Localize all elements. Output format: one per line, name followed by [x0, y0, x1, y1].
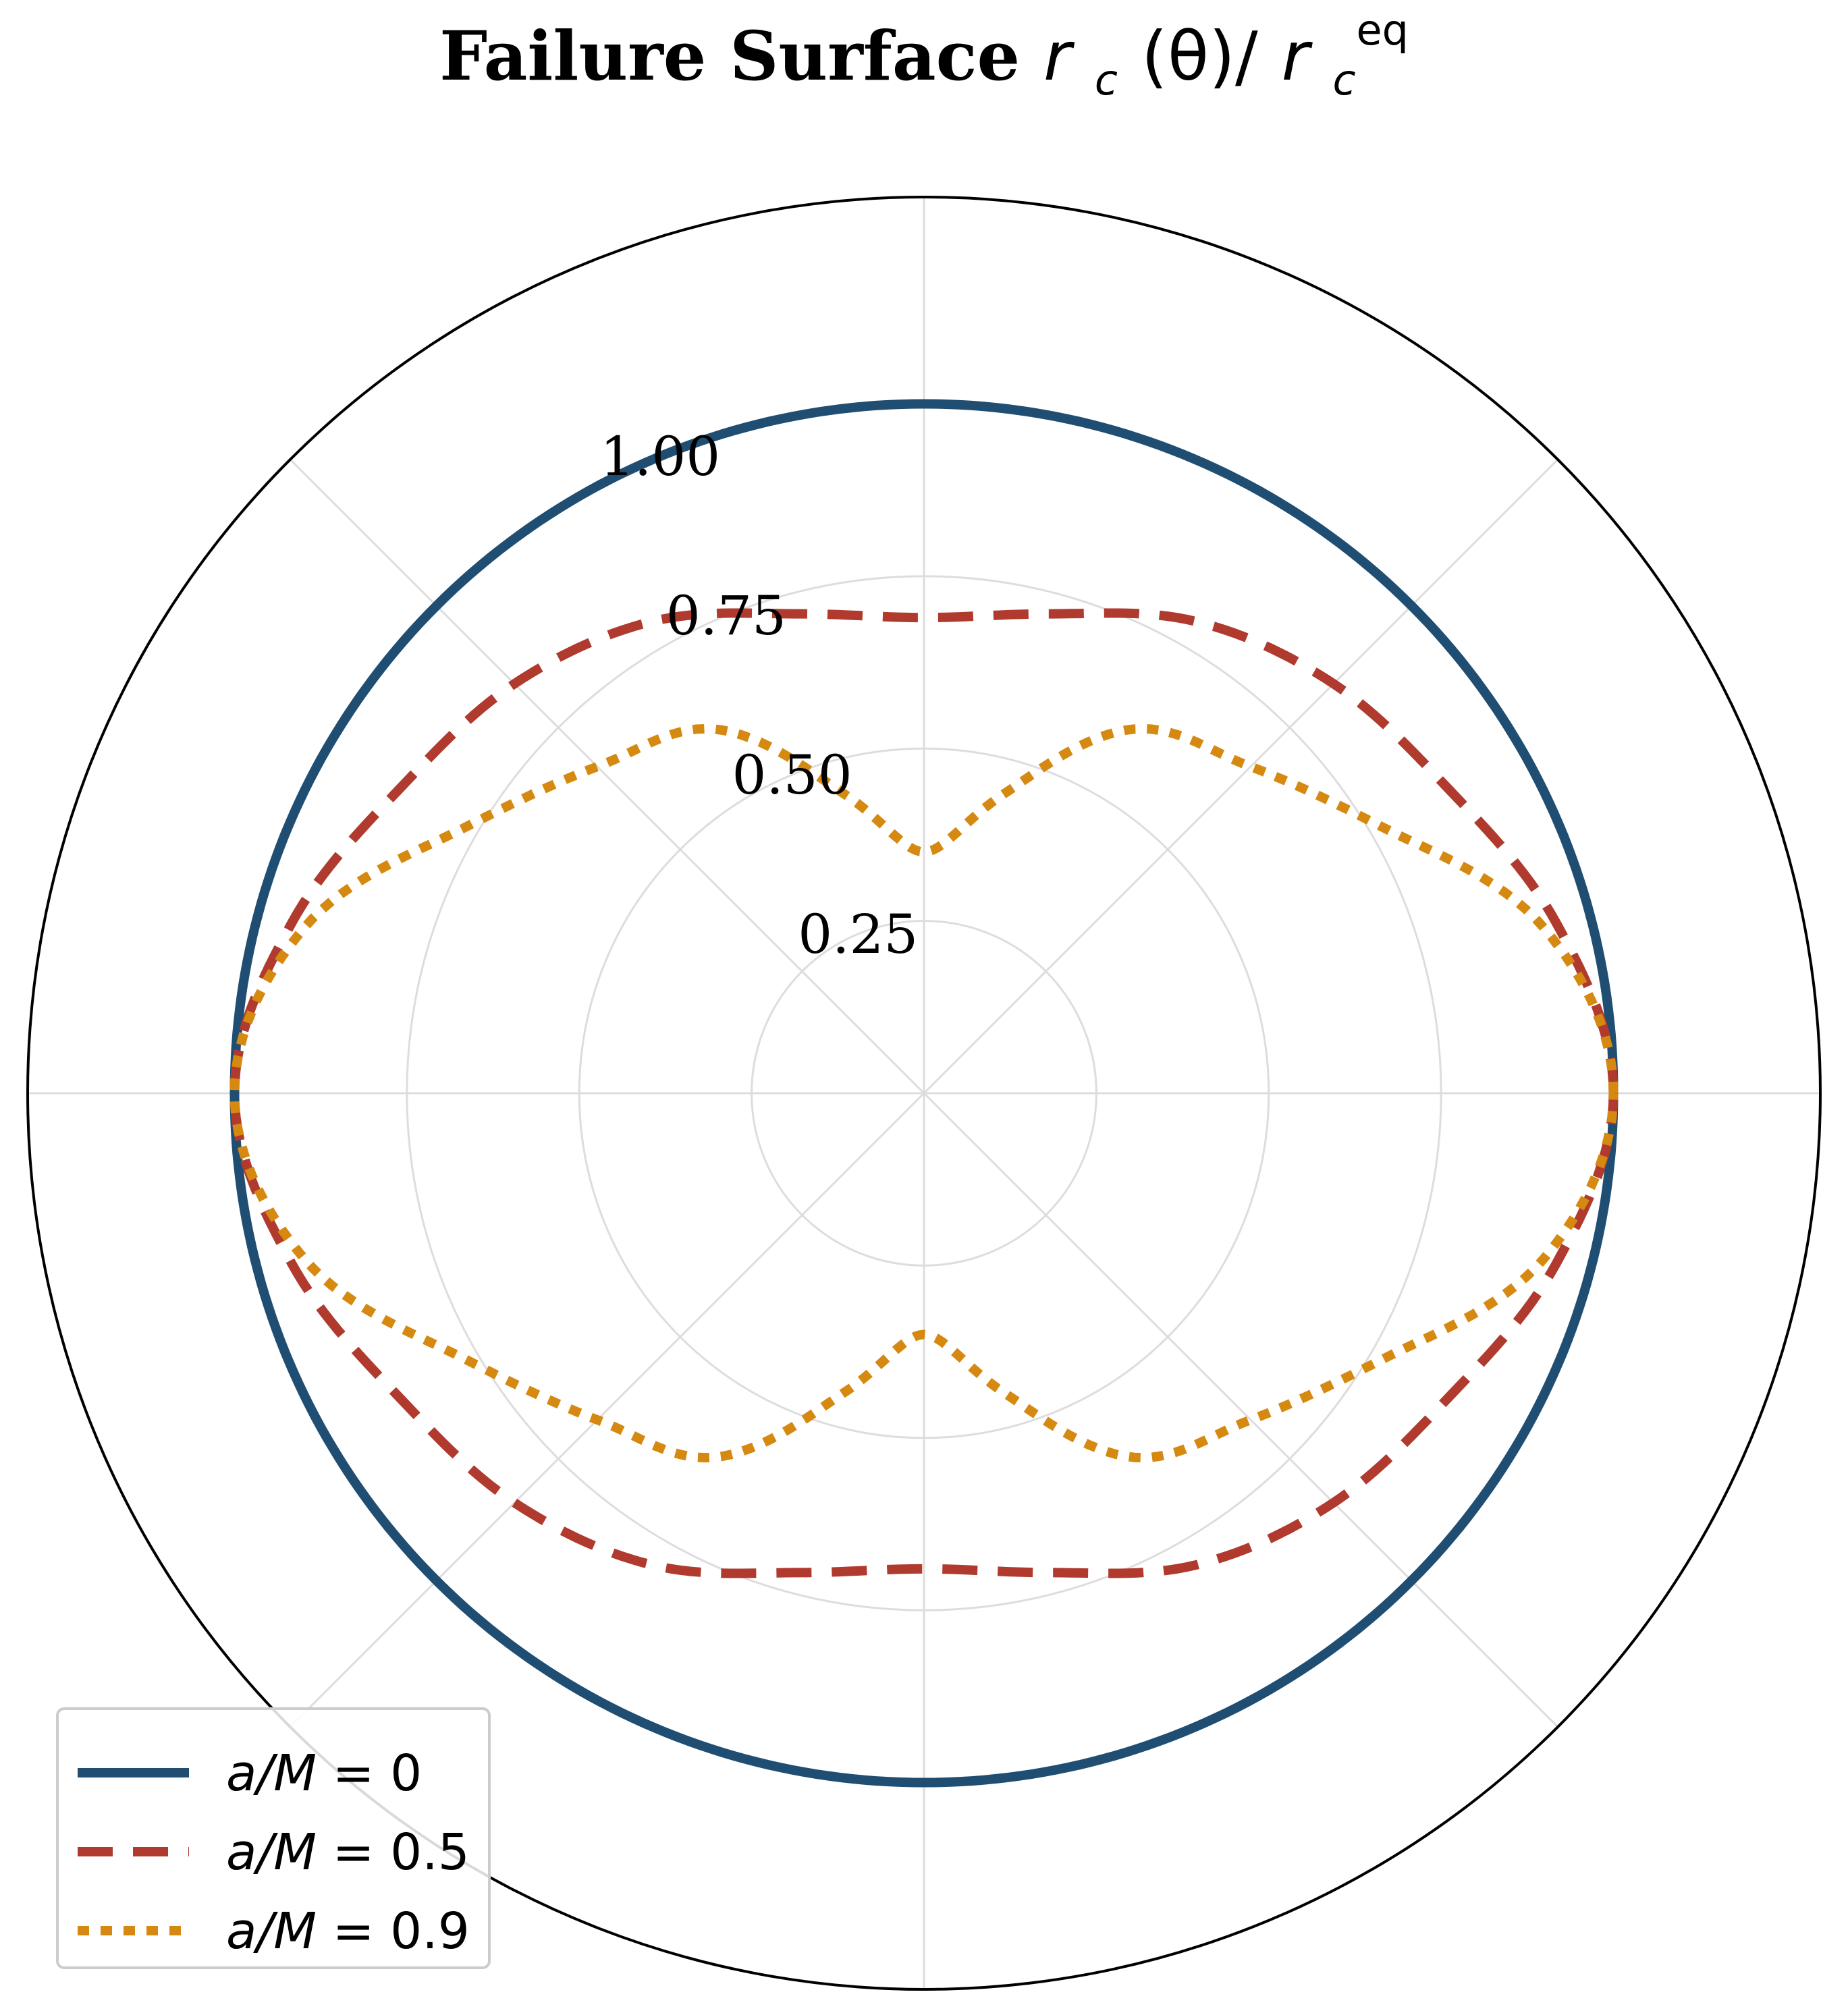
r-tick-label-2: 0.75: [666, 584, 786, 647]
theta-gridline-5: [289, 1092, 925, 1728]
series-line-2: [229, 723, 1619, 1463]
r-tick-label-1: 0.50: [732, 744, 852, 806]
r-tick-label-3: 1.00: [600, 425, 720, 488]
series-line-0: [229, 399, 1619, 1788]
legend-label-2: a/M = 0.9: [226, 1902, 470, 1960]
chart-title-r: r: [1043, 17, 1075, 96]
r-tick-label-0: 0.25: [798, 903, 918, 966]
radial-tick-labels: 0.25 0.50 0.75 1.00: [600, 425, 918, 966]
theta-gridline-7: [923, 1092, 1559, 1728]
chart-title-theta: (θ)/: [1141, 17, 1258, 96]
polar-outer-spine: [26, 196, 1822, 1991]
chart-title-sup-eq: eq: [1356, 5, 1409, 55]
chart-title: Failure Surface r c (θ)/ r c eq: [439, 5, 1409, 111]
legend-label-1: a/M = 0.5: [226, 1823, 470, 1881]
legend-label-0: a/M = 0: [226, 1744, 422, 1802]
series-line-1: [229, 608, 1619, 1578]
chart-title-sub-c: c: [1095, 55, 1118, 105]
legend: a/M = 0 a/M = 0.5 a/M = 0.9: [56, 1707, 491, 1969]
series-layer: [229, 399, 1619, 1788]
theta-gridline-1: [923, 458, 1559, 1095]
chart-title-sub-c2: c: [1333, 55, 1356, 105]
chart-title-bold: Failure Surface: [439, 16, 1020, 96]
chart-title-r2: r: [1282, 17, 1313, 96]
theta-gridline-3: [289, 458, 925, 1095]
